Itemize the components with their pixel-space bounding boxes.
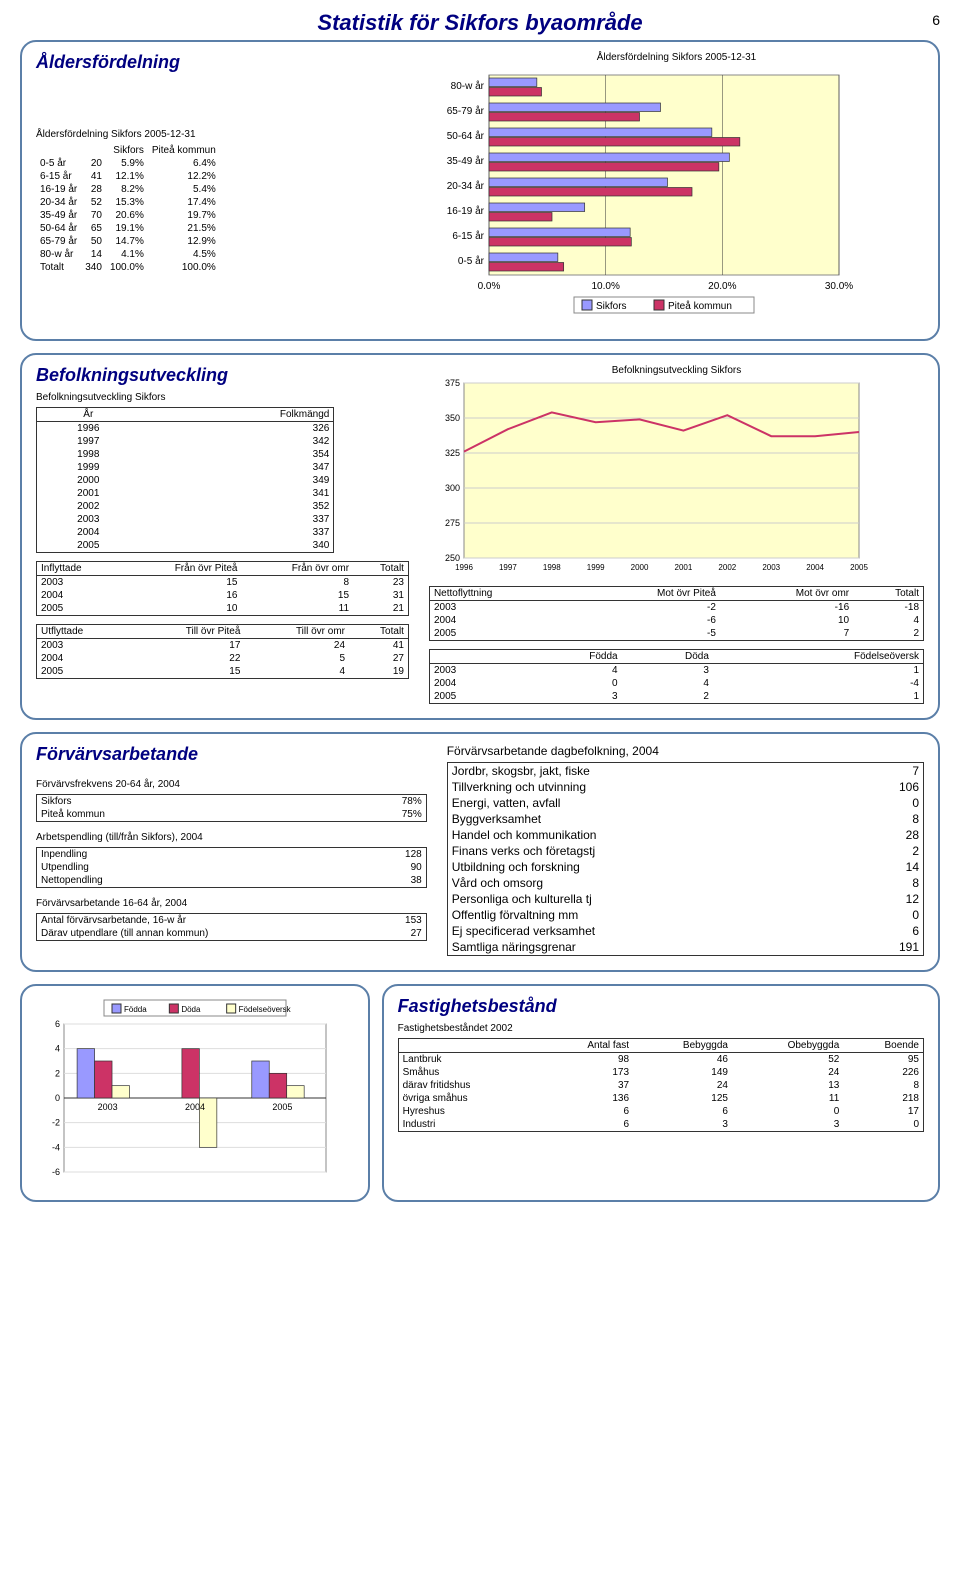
work-section-title: Förvärvsarbetande [36, 744, 427, 765]
day-title: Förvärvsarbetande dagbefolkning, 2004 [447, 744, 924, 758]
svg-text:275: 275 [445, 518, 460, 528]
birth-chart-panel: -6 -4 -2 0 2 4 6 2003 2004 2005 Födda Döda Födelseöv… [20, 984, 370, 1202]
svg-text:-2: -2 [52, 1118, 60, 1128]
svg-text:0: 0 [55, 1093, 60, 1103]
svg-text:0-5 år: 0-5 år [458, 255, 485, 267]
svg-text:2005: 2005 [850, 563, 868, 572]
svg-text:1996: 1996 [455, 563, 473, 572]
prop-table: Antal fastBebyggdaObebyggdaBoendeLantbru… [398, 1038, 924, 1132]
svg-text:6-15 år: 6-15 år [452, 230, 484, 242]
svg-text:20-34 år: 20-34 år [447, 180, 485, 192]
svg-text:300: 300 [445, 483, 460, 493]
svg-text:2000: 2000 [631, 563, 649, 572]
emp-table: Antal förvärvsarbetande, 16-w år153Därav… [36, 913, 427, 941]
pop-year-table: ÅrFolkmängd 1996326199734219983541999347… [36, 407, 334, 553]
commute-table: Inpendling128Utpendling90Nettopendling38 [36, 847, 427, 888]
pop-table-title: Befolkningsutveckling Sikfors [36, 392, 409, 403]
fdf-bar-chart: -6 -4 -2 0 2 4 6 2003 2004 2005 Födda Döda Födelseöv… [36, 996, 336, 1186]
age-table: SikforsPiteå kommun 0-5 år205.9%6.4%6-15… [36, 144, 220, 274]
svg-text:Döda: Döda [181, 1005, 201, 1014]
emp-title: Förvärvsarbetande 16-64 år, 2004 [36, 898, 427, 909]
svg-text:2001: 2001 [674, 563, 692, 572]
svg-text:-6: -6 [52, 1167, 60, 1177]
age-bar-chart: 0.0% 10.0% 20.0% 30.0% 80-w år 65-79 år 50-64 … [429, 65, 859, 325]
svg-text:250: 250 [445, 553, 460, 563]
pop-chart-title: Befolkningsutveckling Sikfors [429, 365, 924, 376]
svg-text:2004: 2004 [185, 1102, 205, 1112]
svg-text:30.0%: 30.0% [825, 281, 853, 292]
pop-line-chart: 250 275 300 325 350 375 1996 1997 1998 1999 2000 20… [429, 378, 869, 578]
svg-text:4: 4 [55, 1044, 60, 1054]
commute-title: Arbetspendling (till/från Sikfors), 2004 [36, 832, 427, 843]
freq-table: Sikfors78%Piteå kommun75% [36, 794, 427, 822]
svg-text:Sikfors: Sikfors [596, 301, 627, 312]
fdf-table: FöddaDödaFödelseöversk2003431200404-4200… [429, 649, 924, 704]
svg-text:1999: 1999 [587, 563, 605, 572]
freq-title: Förvärvsfrekvens 20-64 år, 2004 [36, 779, 427, 790]
svg-text:20.0%: 20.0% [708, 281, 736, 292]
svg-text:2002: 2002 [718, 563, 736, 572]
prop-section-title: Fastighetsbestånd [398, 996, 924, 1017]
utflytt-table: UtflyttadeTill övr PiteåTill övr omrTota… [36, 624, 409, 679]
doc-title: Statistik för Sikfors byaområde [20, 10, 940, 36]
svg-text:325: 325 [445, 448, 460, 458]
svg-text:Piteå kommun: Piteå kommun [668, 300, 732, 312]
svg-text:1997: 1997 [499, 563, 517, 572]
svg-text:0.0%: 0.0% [478, 281, 501, 292]
prop-table-title: Fastighetsbeståndet 2002 [398, 1023, 924, 1034]
age-panel: Åldersfördelning Åldersfördelning Sikfor… [20, 40, 940, 341]
inflytt-table: InflyttadeFrån övr PiteåFrån övr omrTota… [36, 561, 409, 616]
svg-text:350: 350 [445, 413, 460, 423]
svg-text:-4: -4 [52, 1142, 60, 1152]
svg-text:Födda: Födda [124, 1005, 147, 1014]
age-table-title: Åldersfördelning Sikfors 2005-12-31 [36, 129, 409, 140]
svg-text:2003: 2003 [762, 563, 780, 572]
svg-text:80-w år: 80-w år [451, 80, 485, 92]
day-table: Jordbr, skogsbr, jakt, fiske7Tillverknin… [447, 762, 924, 956]
work-panel: Förvärvsarbetande Förvärvsfrekvens 20-64… [20, 732, 940, 972]
svg-text:35-49 år: 35-49 år [447, 155, 485, 167]
svg-text:10.0%: 10.0% [591, 281, 619, 292]
netto-table: NettoflyttningMot övr PiteåMot övr omrTo… [429, 586, 924, 641]
svg-text:Födelseöversk: Födelseöversk [239, 1005, 292, 1014]
svg-text:2004: 2004 [806, 563, 824, 572]
age-section-title: Åldersfördelning [36, 52, 409, 73]
svg-text:50-64 år: 50-64 år [447, 130, 485, 142]
svg-text:2003: 2003 [98, 1102, 118, 1112]
svg-text:65-79 år: 65-79 år [447, 105, 485, 117]
pop-panel: Befolkningsutveckling Befolkningsutveckl… [20, 353, 940, 720]
svg-text:2: 2 [55, 1068, 60, 1078]
age-chart-title: Åldersfördelning Sikfors 2005-12-31 [429, 52, 924, 63]
svg-text:375: 375 [445, 378, 460, 388]
page-number: 6 [932, 12, 940, 28]
prop-panel: Fastighetsbestånd Fastighetsbeståndet 20… [382, 984, 940, 1202]
pop-section-title: Befolkningsutveckling [36, 365, 409, 386]
svg-text:1998: 1998 [543, 563, 561, 572]
svg-text:6: 6 [55, 1019, 60, 1029]
svg-text:2005: 2005 [272, 1102, 292, 1112]
svg-text:16-19 år: 16-19 år [447, 205, 485, 217]
